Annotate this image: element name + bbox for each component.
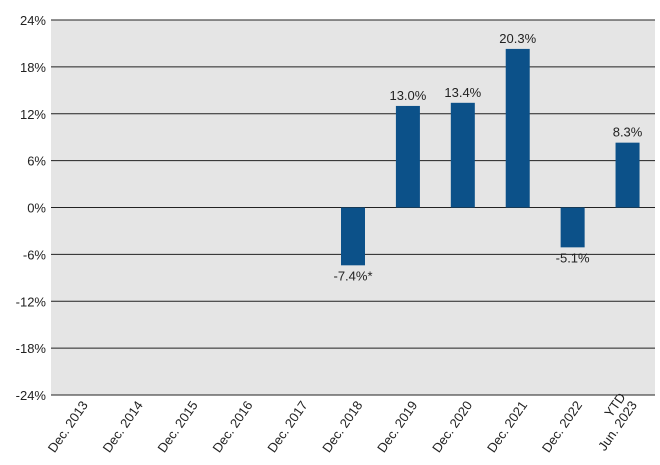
x-tick-label-line: Dec. 2017 xyxy=(264,398,310,455)
x-tick-label-line: Dec. 2015 xyxy=(154,398,200,455)
x-axis-tick-labels: Dec. 2013 Dec. 2014 Dec. 2015 Dec. 2016 Dec.… xyxy=(45,390,640,455)
y-tick-label: 0% xyxy=(27,201,46,216)
data-label: 20.3% xyxy=(499,31,536,46)
x-tick-label-line: Dec. 2019 xyxy=(374,398,420,455)
y-tick-label: -18% xyxy=(16,341,47,356)
bar xyxy=(560,207,585,248)
data-label: 13.0% xyxy=(389,88,426,103)
x-tick-label: Dec. 2022 xyxy=(539,398,585,455)
x-tick-label: Dec. 2018 xyxy=(319,398,365,455)
y-axis-tick-labels: 24% 18% 12% 6% 0% -6% -12% -18% -24% xyxy=(16,13,47,403)
x-tick-label-line: Dec. 2014 xyxy=(100,398,146,455)
data-label: 13.4% xyxy=(444,85,481,100)
x-tick-label: Dec. 2021 xyxy=(484,398,530,455)
x-tick-label: Dec. 2016 xyxy=(209,398,255,455)
bar xyxy=(341,207,365,266)
y-tick-label: -6% xyxy=(23,247,47,262)
bar xyxy=(395,105,420,208)
data-labels: -7.4%* 13.0% 13.4% 20.3% -5.1% 8.3% xyxy=(333,31,642,283)
x-tick-label-line: Dec. 2013 xyxy=(45,398,91,455)
y-tick-label: 12% xyxy=(20,107,46,122)
x-tick-label: Dec. 2014 xyxy=(100,398,146,455)
y-tick-label: -12% xyxy=(16,294,47,309)
bars xyxy=(341,48,640,266)
x-tick-label: Dec. 2019 xyxy=(374,398,420,455)
x-tick-label: Dec. 2017 xyxy=(264,398,310,455)
bar xyxy=(615,142,640,208)
bar xyxy=(450,102,475,208)
data-label: -5.1% xyxy=(556,250,590,265)
data-label: -7.4%* xyxy=(333,268,372,283)
x-tick-label-line: Dec. 2021 xyxy=(484,398,530,455)
x-tick-label: Dec. 2020 xyxy=(429,398,475,455)
y-tick-label: -24% xyxy=(16,388,47,403)
x-tick-label-line: Dec. 2020 xyxy=(429,398,475,455)
x-tick-label-line: Dec. 2022 xyxy=(539,398,585,455)
bar xyxy=(505,48,530,208)
x-tick-label: Dec. 2015 xyxy=(154,398,200,455)
x-tick-label: Dec. 2013 xyxy=(45,398,91,455)
data-label: 8.3% xyxy=(613,125,643,140)
y-tick-label: 6% xyxy=(27,154,46,169)
y-tick-label: 18% xyxy=(20,60,46,75)
x-tick-label-line: Dec. 2018 xyxy=(319,398,365,455)
x-tick-label-line: Dec. 2016 xyxy=(209,398,255,455)
y-tick-label: 24% xyxy=(20,13,46,28)
